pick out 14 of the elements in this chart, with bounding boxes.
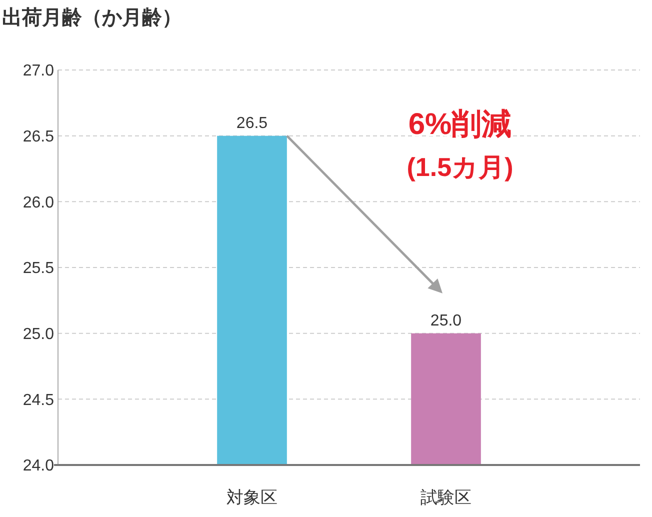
- x-tick-label: 試験区: [420, 488, 472, 507]
- x-tick-label: 対象区: [226, 488, 278, 507]
- y-tick-label: 25.0: [22, 326, 54, 343]
- y-tick-label: 25.5: [22, 260, 54, 278]
- y-tick-label: 27.0: [22, 62, 54, 80]
- y-tick-label: 24.0: [22, 458, 54, 475]
- y-axis-title: 出荷月齢（か月齢）: [2, 7, 182, 29]
- annotation: (1.5カ月): [406, 152, 514, 182]
- data-label: 26.5: [236, 114, 268, 132]
- annotation: 6%削減: [408, 108, 512, 141]
- data-label: 25.0: [430, 312, 462, 330]
- y-tick-label: 26.0: [22, 194, 54, 212]
- y-tick-label: 24.5: [22, 392, 54, 409]
- y-tick-label: 26.5: [22, 128, 54, 146]
